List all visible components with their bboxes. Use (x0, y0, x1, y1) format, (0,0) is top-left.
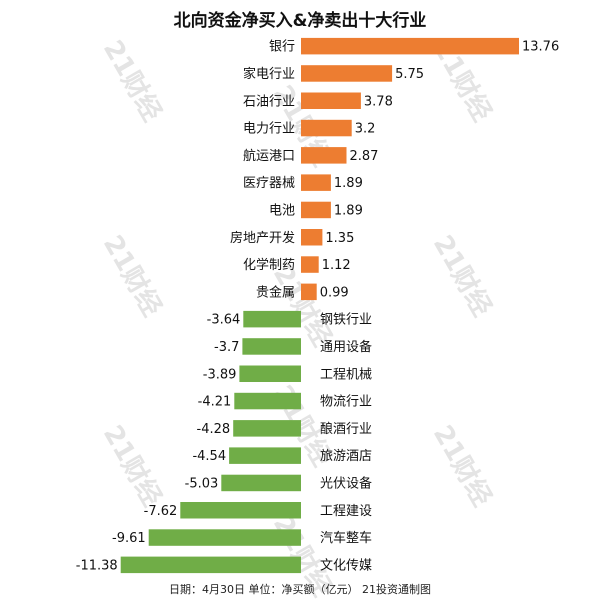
bar-15 (233, 420, 301, 437)
value-label: 0.99 (320, 285, 349, 300)
category-label: 石油行业 (243, 94, 295, 109)
value-label: -3.89 (203, 367, 237, 382)
value-label: 3.78 (364, 94, 393, 109)
value-label: -4.54 (192, 449, 226, 464)
value-label: -3.64 (207, 313, 241, 328)
category-label: 酿酒行业 (320, 421, 372, 437)
value-label: 2.87 (350, 149, 379, 164)
watermark-text: 21财经 (267, 260, 338, 352)
bar-19 (148, 529, 301, 546)
category-label: 通用设备 (320, 339, 372, 355)
value-label: 5.75 (395, 67, 424, 82)
category-label: 化学制药 (243, 257, 295, 273)
value-label: -9.61 (112, 531, 146, 546)
bar-8 (301, 229, 323, 246)
value-label: -7.62 (144, 504, 178, 519)
bar-6 (301, 174, 331, 191)
category-label: 电力行业 (243, 122, 295, 137)
watermark-text: 21财经 (97, 420, 168, 512)
value-label: 1.89 (334, 204, 363, 219)
bar-3 (301, 92, 361, 109)
value-label: -4.21 (198, 395, 232, 410)
bar-7 (301, 201, 331, 219)
chart-title: 北向资金净买入&净卖出十大行业 (173, 11, 427, 31)
value-label: 1.89 (334, 176, 363, 191)
category-label: 航运港口 (243, 148, 295, 164)
bar-11 (243, 310, 301, 328)
bar-12 (242, 338, 301, 355)
bar-16 (229, 447, 301, 464)
bar-18 (180, 502, 301, 519)
bar-20 (120, 556, 301, 574)
value-label: 3.2 (355, 122, 376, 137)
category-label: 钢铁行业 (320, 313, 372, 328)
bar-17 (221, 474, 301, 492)
value-label: -3.7 (214, 340, 239, 355)
category-label: 银行 (269, 40, 295, 55)
value-label: -4.28 (197, 422, 231, 437)
category-label: 光伏设备 (320, 475, 372, 491)
labels-layer: 银行 13.76 家电行业 5.75 石油行业 3.78 电力行业 3.2 航运港口 2.87 医疗… (76, 40, 559, 574)
value-label: -5.03 (185, 476, 219, 491)
bar-13 (239, 365, 301, 382)
bar-2 (301, 65, 393, 82)
category-label: 电池 (269, 204, 295, 219)
value-label: 1.35 (325, 231, 354, 246)
bar-9 (301, 256, 319, 273)
chart-footnote: 日期：4月30日 单位：净买额（亿元） 21投资通制图 (169, 583, 431, 596)
category-label: 医疗器械 (243, 176, 295, 191)
category-label: 家电行业 (243, 66, 295, 82)
bar-5 (301, 147, 347, 164)
value-label: 13.76 (522, 40, 559, 55)
bar-4 (301, 119, 352, 137)
bars-layer (120, 37, 519, 574)
watermark-text: 21财经 (97, 35, 168, 127)
watermark-text: 21财经 (427, 420, 498, 512)
category-label: 文化传媒 (320, 558, 372, 573)
category-label: 贵金属 (256, 284, 295, 300)
watermark-text: 21财经 (97, 230, 168, 322)
bar-14 (234, 392, 301, 410)
category-label: 工程建设 (320, 504, 372, 519)
watermark-text: 21财经 (427, 230, 498, 322)
category-label: 房地产开发 (230, 230, 295, 246)
category-label: 物流行业 (320, 395, 372, 410)
category-label: 汽车整车 (320, 530, 372, 546)
bar-10 (301, 283, 317, 301)
value-label: 1.12 (322, 258, 351, 273)
value-label: -11.38 (76, 558, 118, 573)
bar-1 (301, 37, 519, 55)
category-label: 工程机械 (320, 367, 372, 382)
category-label: 旅游酒店 (320, 449, 372, 464)
